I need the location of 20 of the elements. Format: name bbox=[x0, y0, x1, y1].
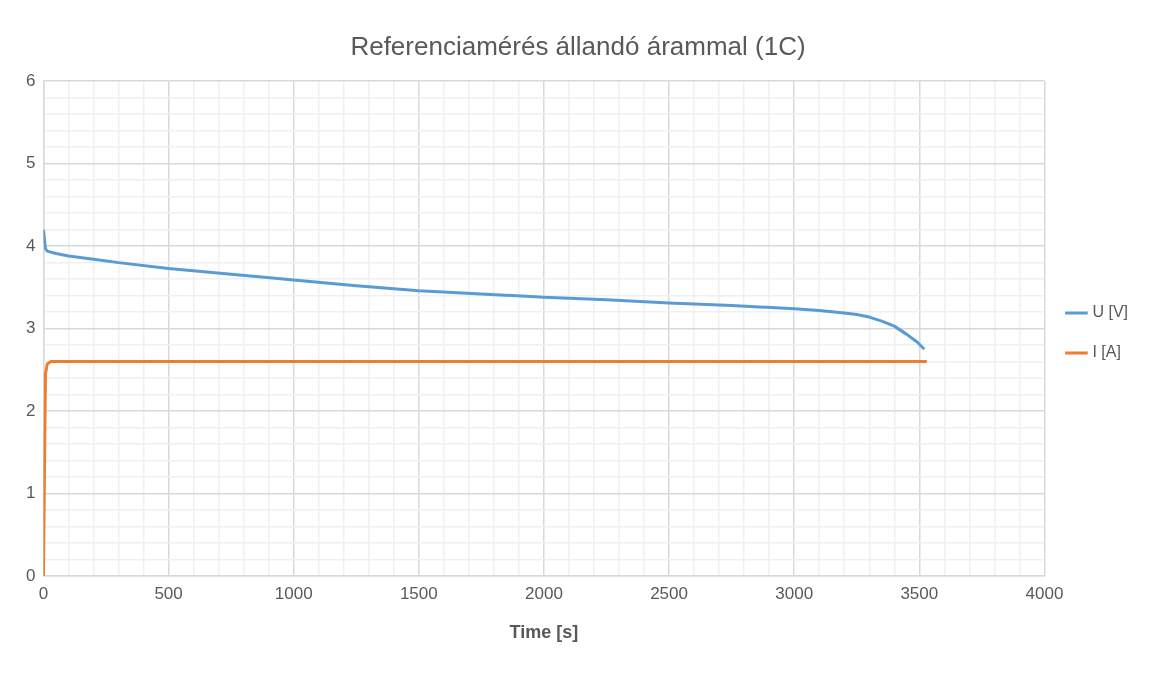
y-tick-label: 5 bbox=[25, 153, 36, 173]
x-tick-label: 1000 bbox=[274, 583, 313, 603]
x-axis-title: Time [s] bbox=[509, 622, 579, 643]
x-tick-label: 3500 bbox=[900, 583, 939, 603]
x-tick-label: 1500 bbox=[399, 583, 438, 603]
x-tick-label: 500 bbox=[154, 583, 183, 603]
y-tick-label: 6 bbox=[25, 70, 36, 90]
y-tick-label: 4 bbox=[25, 235, 36, 255]
x-tick-label: 3000 bbox=[775, 583, 814, 603]
x-tick-label: 0 bbox=[38, 583, 49, 603]
y-tick-label: 3 bbox=[25, 318, 36, 338]
y-tick-label: 0 bbox=[25, 565, 36, 585]
x-tick-label: 2500 bbox=[650, 583, 688, 603]
y-tick-label: 1 bbox=[25, 483, 36, 503]
chart-title: Referenciamérés állandó árammal (1C) bbox=[350, 30, 806, 61]
y-tick-label: 2 bbox=[25, 400, 36, 420]
x-tick-label: 2000 bbox=[525, 583, 563, 603]
legend-label: U [V] bbox=[1092, 303, 1128, 321]
legend-label: I [A] bbox=[1092, 343, 1121, 361]
x-tick-label: 4000 bbox=[1025, 583, 1064, 603]
